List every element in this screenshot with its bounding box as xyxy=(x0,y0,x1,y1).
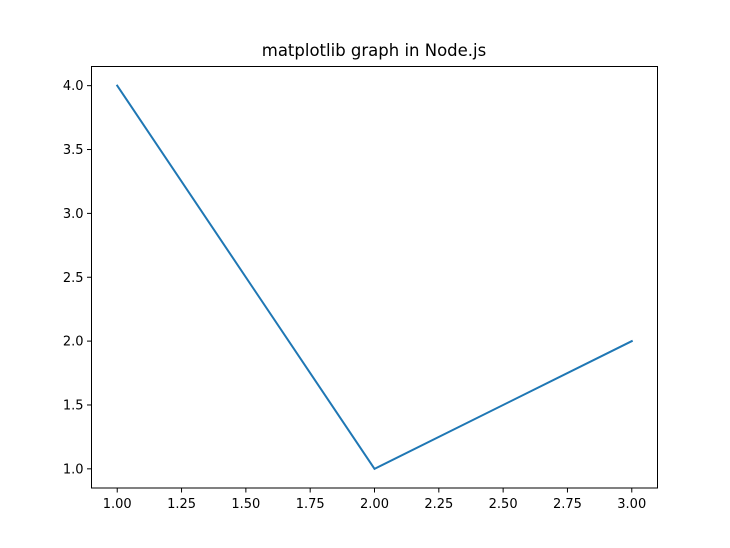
x-tick-label: 1.50 xyxy=(231,497,260,512)
chart-title: matplotlib graph in Node.js xyxy=(262,41,486,60)
y-tick-label: 3.0 xyxy=(63,207,84,222)
x-tick-label: 2.75 xyxy=(553,497,582,512)
y-tick-label: 4.0 xyxy=(63,79,84,94)
axes-frame xyxy=(91,66,658,489)
y-tick-label: 3.5 xyxy=(63,143,84,158)
y-tick-label: 1.5 xyxy=(63,398,84,413)
x-tick-label: 2.00 xyxy=(360,497,389,512)
series-line xyxy=(115,84,634,471)
x-tick-label: 1.25 xyxy=(167,497,196,512)
y-tick-label: 1.0 xyxy=(63,462,84,477)
x-tick-label: 1.00 xyxy=(103,497,132,512)
x-tick-label: 3.00 xyxy=(617,497,646,512)
y-tick-label: 2.0 xyxy=(63,335,84,350)
x-tick-label: 1.75 xyxy=(296,497,325,512)
x-tick-label: 2.25 xyxy=(424,497,453,512)
y-tick-label: 2.5 xyxy=(63,271,84,286)
x-tick-label: 2.50 xyxy=(489,497,518,512)
